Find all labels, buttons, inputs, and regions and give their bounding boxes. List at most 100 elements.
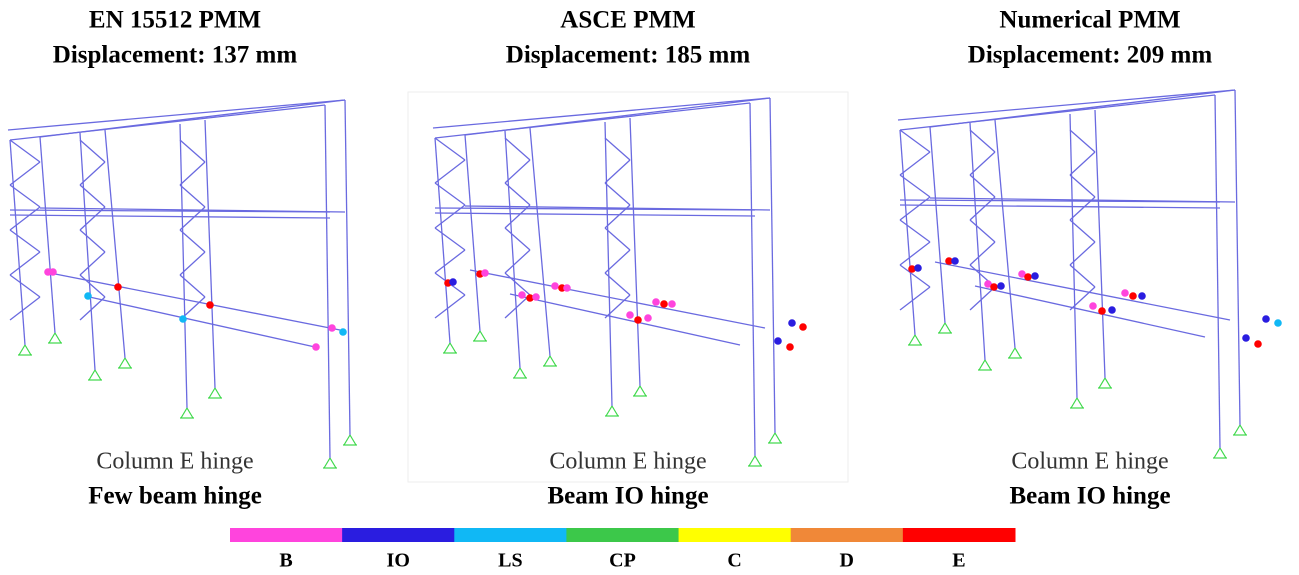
frame-member (465, 98, 770, 135)
support (985, 360, 991, 370)
frame-member (433, 98, 770, 128)
support (1214, 448, 1220, 458)
panel-subtitle: Displacement: 137 mm (53, 42, 298, 69)
panel-frame (408, 92, 848, 482)
frame-member (80, 162, 105, 185)
support (480, 331, 486, 341)
panel-note: Column E hinge (549, 449, 706, 475)
hinge (518, 291, 526, 299)
panel-note: Column E hinge (96, 449, 253, 475)
frame-member (325, 105, 330, 458)
frame-member (40, 100, 345, 137)
frame-member (10, 297, 40, 320)
hinge (774, 337, 782, 345)
hinge (312, 343, 320, 351)
support (769, 433, 775, 443)
hinge (1242, 334, 1250, 342)
frame-member (80, 275, 105, 297)
legend-swatch (342, 528, 455, 542)
legend-label: D (840, 550, 854, 572)
support (344, 435, 350, 445)
support (755, 456, 761, 466)
frame-member (900, 220, 930, 242)
frame-member (605, 183, 630, 205)
frame-member (510, 294, 740, 345)
frame-member (1070, 175, 1095, 197)
frame-member (435, 250, 465, 273)
hinge (1098, 307, 1106, 315)
frame-member (770, 98, 775, 433)
hinge (1031, 272, 1039, 280)
hinge (786, 343, 794, 351)
frame-member (85, 296, 315, 347)
hinge (532, 293, 540, 301)
support (1071, 398, 1077, 408)
frame-member (1070, 114, 1077, 398)
frame (433, 98, 782, 466)
panel-subtitle: Displacement: 209 mm (968, 42, 1213, 69)
hinge (1262, 315, 1270, 323)
frame-member (1215, 95, 1220, 448)
frame-member (975, 286, 1205, 337)
hinge (563, 284, 571, 292)
frame-member (8, 100, 345, 130)
hinge (206, 301, 214, 309)
frame-member (900, 205, 1220, 208)
hinge (951, 257, 959, 265)
support (1105, 378, 1111, 388)
hinge (668, 300, 676, 308)
hinge (634, 316, 642, 324)
support (544, 356, 550, 366)
hinge (49, 268, 57, 276)
hinge (652, 298, 660, 306)
frame-member (970, 123, 985, 360)
hinge (551, 282, 559, 290)
support (125, 358, 131, 368)
hinge (799, 323, 807, 331)
support (474, 331, 480, 341)
legend-swatch (566, 528, 679, 542)
support (979, 360, 985, 370)
panel-caption: Beam IO hinge (1009, 483, 1170, 510)
hinge (1108, 306, 1116, 314)
frame-member (10, 275, 40, 297)
hinge (788, 319, 796, 327)
frame-member (435, 160, 465, 183)
frame-member (180, 124, 187, 408)
support (444, 343, 450, 353)
panel-title: ASCE PMM (560, 7, 695, 34)
frame-member (930, 127, 945, 323)
frame-member (80, 230, 105, 252)
panel-note: Column E hinge (1011, 449, 1168, 475)
hinge (449, 278, 457, 286)
hinge (644, 314, 652, 322)
support (181, 408, 187, 418)
frame-member (10, 230, 40, 252)
support (119, 358, 125, 368)
legend-swatch (454, 528, 567, 542)
support (1015, 348, 1021, 358)
panel-caption: Few beam hinge (88, 483, 262, 510)
frame-member (465, 135, 480, 331)
legend-label: C (727, 550, 741, 572)
frame-member (900, 152, 930, 175)
frame-member (930, 90, 1235, 127)
support (775, 433, 781, 443)
support (330, 458, 336, 468)
hinge (1089, 302, 1097, 310)
support (1240, 425, 1246, 435)
support (1220, 448, 1226, 458)
support (1009, 348, 1015, 358)
frame (898, 90, 1247, 458)
frame-member (970, 152, 995, 175)
frame-member (205, 120, 215, 388)
frame-member (970, 220, 995, 242)
frame-member (900, 130, 930, 152)
support (324, 458, 330, 468)
hinge (914, 264, 922, 272)
support (749, 456, 755, 466)
frame-member (180, 185, 205, 207)
support (25, 345, 31, 355)
frame-member (505, 250, 530, 273)
support (187, 408, 193, 418)
